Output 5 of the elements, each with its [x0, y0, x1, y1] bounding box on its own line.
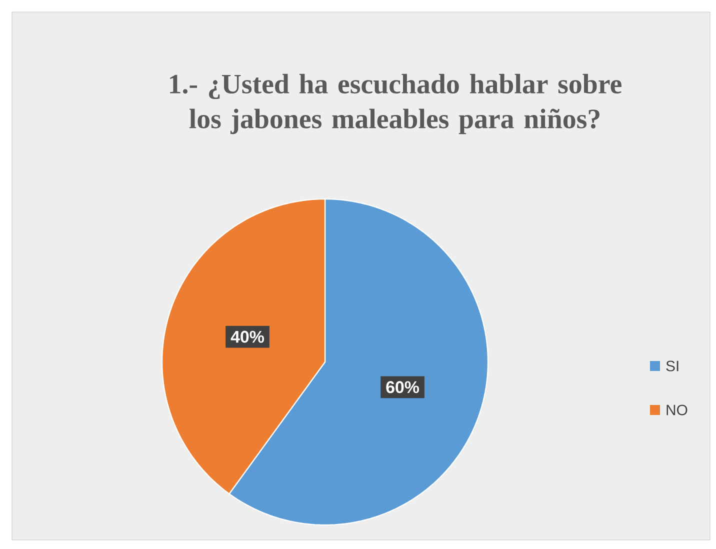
chart-title: 1.- ¿Usted ha escuchado hablar sobre los jabones maleables para niños?	[170, 74, 622, 134]
legend-label: SI	[666, 360, 678, 372]
data-label: 40%	[230, 330, 264, 343]
legend-label: NO	[666, 404, 688, 416]
data-label: 60%	[386, 381, 420, 394]
